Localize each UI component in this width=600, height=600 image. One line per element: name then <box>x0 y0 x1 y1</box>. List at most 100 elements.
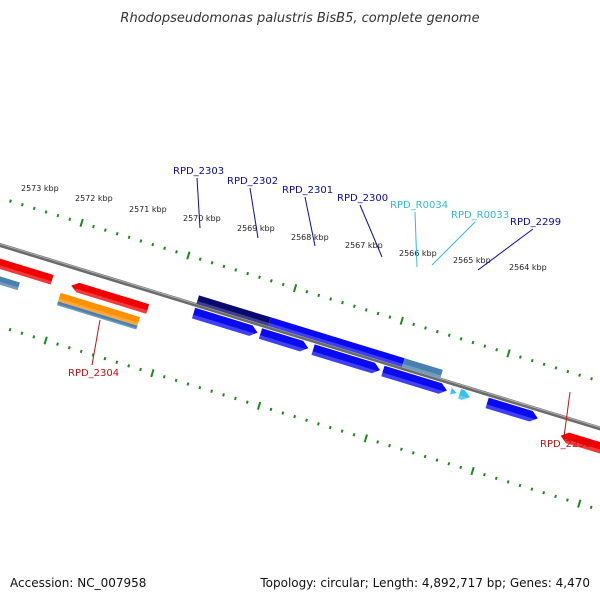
tick-label: 2569 kbp <box>237 224 275 233</box>
tick-mark <box>340 429 344 433</box>
tick-mark <box>388 315 392 319</box>
gene-label-leaders <box>91 177 571 438</box>
tick-mark <box>175 250 178 254</box>
tick-mark <box>91 353 95 357</box>
tick-mark <box>234 396 237 401</box>
tick-mark <box>424 326 427 330</box>
tick-mark <box>258 275 261 280</box>
tick-mark <box>162 375 166 379</box>
tick-mark <box>483 344 487 348</box>
gene-label[interactable]: RPD_R0034 <box>390 200 448 211</box>
tick-mark <box>234 268 238 272</box>
gene-label[interactable]: RPD_2301 <box>282 185 333 196</box>
tick-mark <box>363 434 368 443</box>
tick-mark <box>376 440 380 444</box>
tick-mark <box>9 199 12 203</box>
tick-mark <box>329 297 333 301</box>
tick-mark <box>364 308 368 312</box>
tick-mark <box>151 242 155 247</box>
tick-mark <box>554 494 557 499</box>
tick-mark <box>246 271 250 276</box>
tick-mark <box>150 369 155 378</box>
gene-label[interactable]: RPD_2303 <box>173 166 224 177</box>
tick-mark <box>56 213 60 218</box>
tick-mark <box>32 335 36 339</box>
tick-mark <box>435 458 439 462</box>
tick-mark <box>589 505 593 510</box>
gene-rpd-2300 <box>381 365 447 395</box>
tick-mark <box>163 246 167 251</box>
gene-label[interactable]: RPD_R0033 <box>451 210 509 221</box>
tick-mark <box>186 382 190 386</box>
tick-mark <box>399 316 404 325</box>
gene-rpd-2303 <box>191 307 258 338</box>
tick-mark <box>20 203 24 207</box>
gene-rpd-2301 <box>311 344 381 375</box>
tick-labels: 2573 kbp 2572 kbp 2571 kbp 2570 kbp 2569 kbp… <box>21 184 547 272</box>
tick-mark <box>542 491 546 495</box>
tick-mark <box>317 293 321 298</box>
tick-mark <box>222 264 226 269</box>
tick-mark <box>376 311 380 316</box>
tick-mark <box>103 228 107 232</box>
gene-rpd-2298 <box>560 432 600 454</box>
gene-label[interactable]: RPD_2298 <box>540 439 591 450</box>
tick-mark <box>103 356 107 361</box>
tick-label: 2567 kbp <box>345 241 383 250</box>
gene-label[interactable]: RPD_2304 <box>68 368 119 379</box>
tick-label: 2572 kbp <box>75 194 113 203</box>
gene-rpd-2302 <box>258 328 309 353</box>
tick-mark <box>542 362 546 367</box>
tick-mark <box>127 364 131 368</box>
tick-label: 2573 kbp <box>21 184 59 193</box>
gene-labels: RPD_2303RPD_2302RPD_2301RPD_2300RPD_R003… <box>68 166 591 450</box>
leader-line <box>477 228 534 271</box>
gene-label[interactable]: RPD_2299 <box>510 217 561 228</box>
tick-mark <box>411 451 415 455</box>
tick-mark <box>245 400 249 404</box>
tick-mark <box>139 367 142 372</box>
tick-mark <box>281 411 285 415</box>
tick-mark <box>317 422 320 426</box>
tick-mark <box>518 355 522 359</box>
tick-mark <box>269 407 273 412</box>
gene-reverse-left <box>0 258 54 285</box>
tick-mark <box>352 433 356 437</box>
tick-label: 2571 kbp <box>129 205 167 214</box>
tick-mark <box>32 206 36 211</box>
gene-segment-steel <box>401 358 443 379</box>
tick-mark <box>186 251 191 260</box>
leader-line <box>563 391 571 438</box>
gene-rpd-2303-top <box>196 295 271 326</box>
tick-mark <box>471 340 475 345</box>
gene-label[interactable]: RPD_2302 <box>227 176 278 187</box>
leader-line <box>431 221 476 266</box>
tick-label: 2568 kbp <box>291 233 329 242</box>
tick-mark <box>79 349 83 354</box>
tick-mark <box>68 217 72 222</box>
tick-mark <box>494 476 498 481</box>
gene-steel-left <box>0 276 20 291</box>
gene-rpd-r0034 <box>448 387 457 396</box>
gene-label[interactable]: RPD_2300 <box>337 193 388 204</box>
tick-mark <box>256 401 262 410</box>
tick-mark <box>530 487 534 491</box>
tick-mark <box>566 498 569 502</box>
leader-line <box>359 204 383 258</box>
tick-mark <box>269 279 273 283</box>
tick-mark <box>44 210 48 214</box>
tick-mark <box>412 322 416 327</box>
tick-mark <box>8 327 12 332</box>
gene-rpd-2302-2300-top <box>268 317 405 367</box>
map-title: Rhodopseudomonas palustris BisB5, comple… <box>120 11 479 26</box>
tick-mark <box>506 349 511 358</box>
tick-label: 2564 kbp <box>509 263 547 272</box>
tick-mark <box>388 443 391 448</box>
genome-backbone <box>0 242 600 431</box>
gene-rpd-2299 <box>485 397 538 423</box>
tick-mark <box>447 462 451 466</box>
tick-mark <box>578 373 582 377</box>
tick-mark <box>43 336 48 345</box>
gene-features <box>0 258 600 454</box>
tick-mark <box>506 480 510 484</box>
